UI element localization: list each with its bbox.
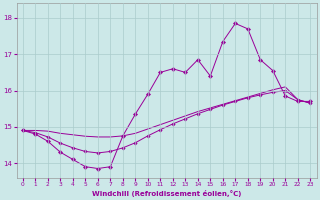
X-axis label: Windchill (Refroidissement éolien,°C): Windchill (Refroidissement éolien,°C)	[92, 190, 241, 197]
